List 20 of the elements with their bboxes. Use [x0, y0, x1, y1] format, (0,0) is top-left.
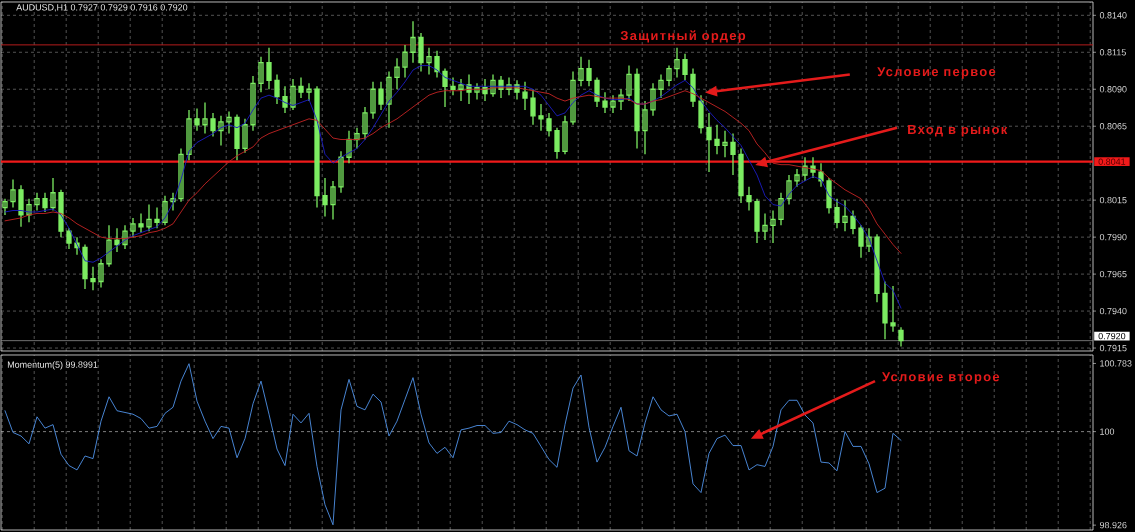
annotation: Условие второе: [882, 372, 1000, 384]
y-tick-label: 0.7915: [1099, 344, 1127, 352]
ref-line-label: 0.7920: [1098, 332, 1126, 340]
y-tick-label: 0.8115: [1099, 49, 1126, 56]
y-tick-label: 0.8090: [1099, 86, 1127, 93]
ref-line-label: 0.8041: [1098, 158, 1126, 165]
y-tick-label: 0.7940: [1099, 307, 1127, 315]
annotation: Условие первое: [877, 67, 996, 79]
y-tick-label: 0.8015: [1099, 196, 1127, 204]
text: Вход в рынок: [908, 125, 1008, 137]
chart-title: AUDUSD,H1 0.7927 0.7929 0.7916 0.7920: [16, 4, 188, 12]
y-tick-label: 0.7965: [1099, 270, 1127, 278]
y-tick-label: 0.7990: [1099, 233, 1127, 241]
y-tick-label: 0.8140: [1099, 12, 1127, 19]
y-tick-label: 0.8065: [1099, 123, 1127, 130]
y-tick-label: 98.926: [1099, 521, 1127, 529]
text: Momentum(5) 99.8991: [7, 361, 98, 370]
y-tick-label: 100: [1100, 428, 1115, 435]
ref-line-label: Защитный ордер: [620, 30, 746, 43]
y-tick-label: 100.783: [1100, 360, 1132, 367]
